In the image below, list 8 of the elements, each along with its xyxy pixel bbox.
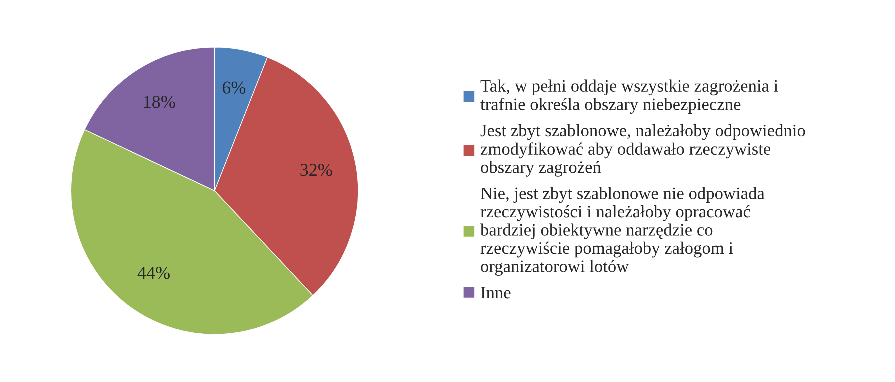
data-label: 18% — [144, 96, 176, 108]
data-label: 32% — [300, 164, 332, 176]
legend-label: Inne — [481, 287, 511, 299]
data-label: 44% — [138, 267, 170, 280]
legend-label: Tak, w pełni oddaje wszystkie zagrożenia i trafnie określa obszary niebezpieczne — [480, 80, 778, 114]
data-label: 6% — [222, 82, 246, 94]
legend-label: Jest zbyt szablonowe, należałoby odpowiednio zmodyfikować aby oddawało rzeczywiste obszary zagrożeń — [480, 124, 806, 177]
legend-label: Nie, jest zbyt szablonowe nie odpowiada rzeczywistości i należałoby opracować bardziej obiektywne narzędzie co rzeczywiście pomagałoby załogom i organizatorowi lotów — [480, 187, 765, 276]
